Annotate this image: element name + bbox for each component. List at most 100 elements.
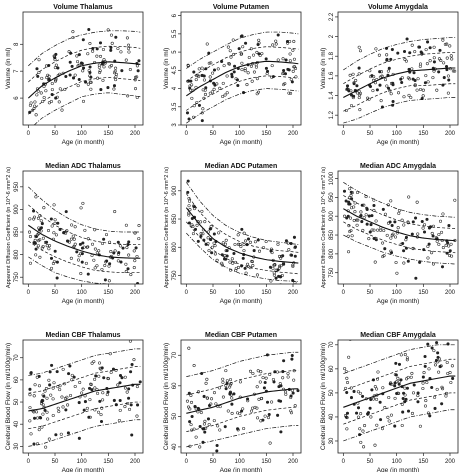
data-point — [101, 241, 105, 246]
data-point — [93, 386, 97, 390]
data-point — [116, 240, 120, 244]
y-tick-label: 30 — [14, 442, 20, 449]
data-point — [188, 199, 192, 203]
data-point — [371, 89, 375, 93]
data-point — [448, 67, 452, 71]
data-point — [394, 260, 398, 264]
y-tick-label: 40 — [14, 420, 20, 427]
data-point — [71, 234, 75, 238]
data-point — [264, 57, 268, 61]
data-point — [81, 241, 85, 245]
panel-4: Median ADC Thalamus 0 50 100 150 200 750 800 850… — [6, 163, 144, 305]
data-point — [99, 419, 104, 424]
data-point — [127, 240, 131, 244]
panel-3: Volume Amygdala 0 50 100 150 200 1.2 1.4 1.6 1.8 2… — [320, 4, 459, 146]
y-tick-label: 6 — [172, 13, 178, 17]
y-tick-label: 60 — [329, 365, 335, 372]
data-point — [349, 89, 353, 93]
data-point — [279, 399, 283, 403]
data-point — [383, 406, 387, 410]
x-axis-label: Age (in month) — [377, 139, 420, 146]
data-point — [269, 279, 273, 283]
data-point — [203, 92, 207, 96]
data-point — [293, 281, 297, 284]
data-point — [118, 408, 122, 412]
data-point — [274, 42, 278, 46]
data-point — [405, 356, 409, 360]
data-point — [379, 99, 383, 103]
data-point — [34, 113, 38, 117]
data-point — [385, 53, 389, 57]
data-point — [133, 259, 137, 263]
y-tick-label: 800 — [172, 242, 178, 253]
data-point — [64, 74, 68, 79]
inner-centile-curve — [186, 75, 299, 111]
data-point — [137, 224, 141, 228]
data-point — [405, 358, 409, 362]
data-point — [198, 445, 202, 449]
data-point — [356, 390, 360, 394]
x-tick-label: 200 — [288, 131, 299, 137]
data-point — [404, 59, 408, 63]
data-point — [281, 57, 285, 61]
data-point — [88, 386, 92, 390]
data-point — [188, 407, 192, 411]
data-point — [348, 216, 353, 220]
data-point — [34, 235, 39, 239]
data-point — [284, 239, 288, 243]
data-point — [359, 214, 363, 218]
data-point — [212, 241, 216, 245]
data-point — [415, 88, 419, 92]
data-point — [221, 95, 225, 99]
data-point — [33, 104, 37, 108]
data-point — [127, 253, 131, 257]
data-point — [374, 47, 378, 51]
data-point — [58, 388, 62, 392]
data-point — [368, 406, 372, 410]
data-point — [393, 384, 397, 388]
data-point — [208, 403, 212, 408]
y-tick-label: 50 — [14, 398, 20, 405]
data-point — [352, 94, 356, 98]
data-point — [236, 242, 240, 246]
data-point — [88, 65, 92, 69]
data-point — [355, 91, 359, 95]
data-point — [279, 283, 282, 284]
data-point — [224, 238, 228, 242]
inner-centile-curve — [28, 240, 141, 274]
data-point — [448, 254, 452, 258]
data-point — [70, 223, 74, 227]
data-point — [431, 76, 435, 80]
mean-curve — [343, 208, 456, 242]
data-point — [192, 427, 196, 431]
data-point — [432, 56, 436, 60]
data-point — [28, 103, 32, 107]
data-point — [275, 370, 279, 374]
data-point — [80, 391, 84, 395]
data-point — [380, 427, 385, 431]
data-point — [389, 249, 393, 253]
data-point — [61, 367, 65, 371]
data-point — [390, 224, 394, 228]
data-point — [114, 368, 118, 372]
data-point — [54, 63, 58, 67]
data-point — [50, 266, 54, 270]
data-point — [427, 367, 431, 371]
data-point — [416, 391, 420, 395]
data-point — [214, 402, 218, 406]
inner-centile-curve — [28, 45, 141, 83]
y-tick-label: 4.5 — [172, 65, 178, 74]
data-point — [410, 411, 414, 415]
data-point — [102, 237, 106, 241]
data-point — [344, 199, 348, 203]
plot-frame — [180, 11, 302, 126]
data-point — [120, 69, 124, 73]
data-point — [437, 370, 441, 374]
data-point — [58, 87, 62, 91]
data-point — [342, 189, 347, 193]
data-point — [224, 257, 228, 261]
data-point — [394, 373, 398, 377]
data-point — [124, 58, 128, 62]
data-point — [351, 72, 355, 76]
data-point — [62, 231, 66, 235]
